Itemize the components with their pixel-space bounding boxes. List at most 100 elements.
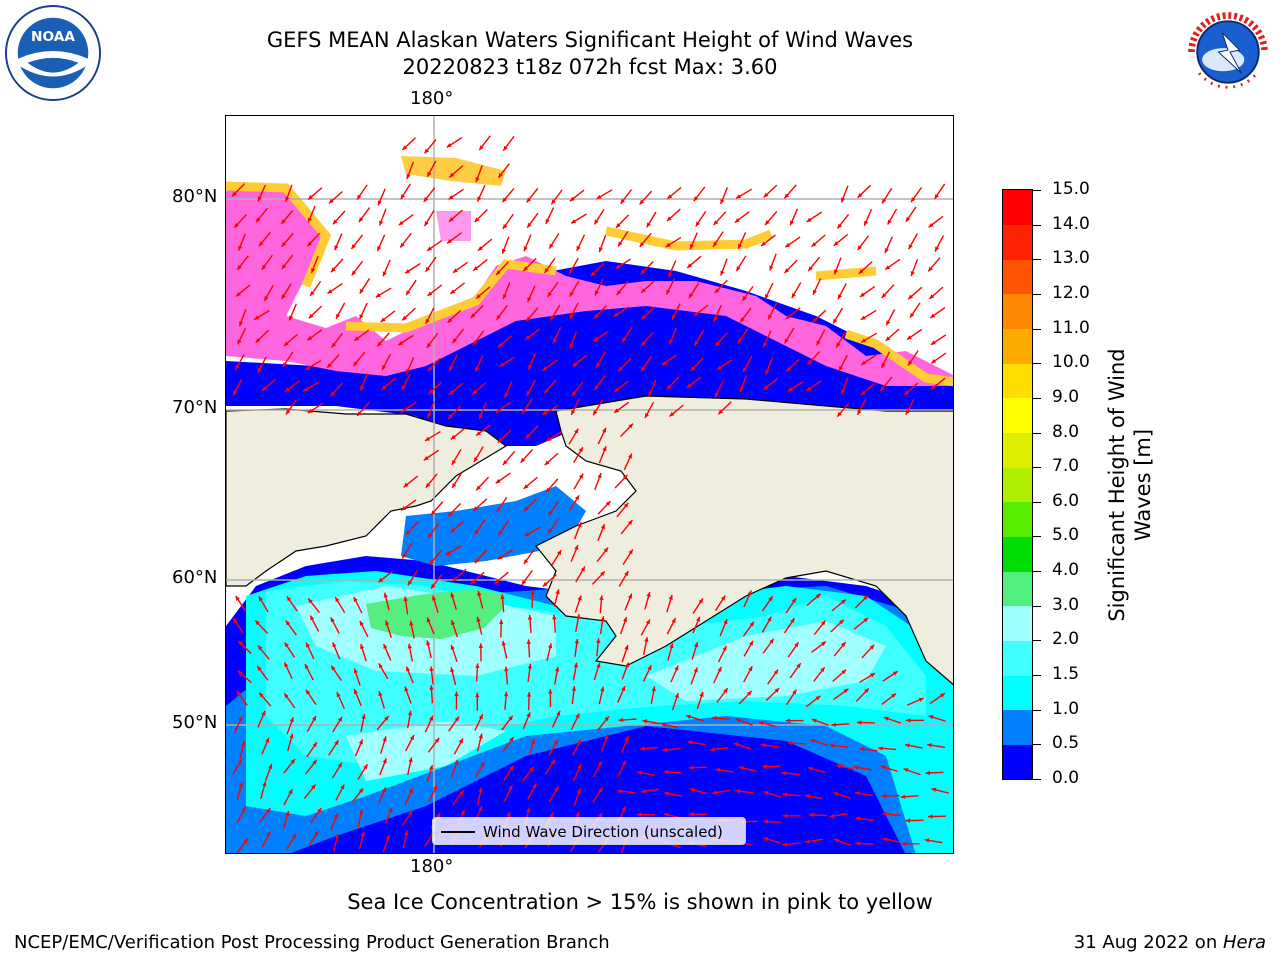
wave-direction-arrowhead: [337, 716, 343, 722]
wave-direction-arrowhead: [645, 619, 650, 625]
wave-direction-arrowhead: [574, 495, 580, 501]
wave-direction-arrowhead: [496, 507, 501, 513]
wave-direction-arrowhead: [905, 216, 911, 222]
wave-direction-arrowhead: [733, 742, 739, 747]
wave-direction-arrowhead: [628, 549, 633, 555]
wave-direction-arrowhead: [651, 686, 656, 692]
wave-direction-arrowhead: [526, 712, 531, 718]
wave-direction-arrowhead: [241, 806, 246, 812]
wave-direction-arrowhead: [864, 220, 869, 226]
wave-direction-arrowhead: [887, 219, 892, 225]
colorbar-tick-mark: [1033, 259, 1041, 261]
wave-direction-arrowhead: [573, 662, 579, 668]
wave-direction-arrowhead: [687, 740, 693, 745]
wave-direction-arrowhead: [859, 292, 865, 297]
colorbar-tick-mark: [1033, 432, 1041, 434]
wave-direction-arrowhead: [549, 812, 554, 818]
legend-label: Wind Wave Direction (unscaled): [483, 823, 723, 841]
wave-direction-arrowhead: [624, 645, 629, 650]
wave-direction-arrowhead: [452, 268, 458, 273]
wave-direction-arrowhead: [401, 407, 407, 413]
wave-direction-arrowhead: [478, 414, 483, 420]
wave-direction-arrowhead: [470, 313, 476, 319]
wave-direction-arrowhead: [542, 410, 548, 415]
wave-direction-arrowhead: [617, 789, 622, 794]
wave-direction-arrowhead: [380, 317, 386, 322]
land-siberia: [226, 408, 508, 587]
wave-direction-arrowhead: [689, 787, 695, 793]
wave-direction-arrowhead: [646, 592, 651, 597]
wave-direction-arrowhead: [642, 719, 648, 724]
wave-direction-arrowhead: [884, 248, 889, 254]
wave-direction-arrowhead: [555, 589, 560, 595]
wave-direction-arrowhead: [383, 592, 388, 598]
wave-direction-arrowhead: [613, 387, 619, 393]
wave-direction-arrowhead: [328, 198, 334, 204]
wave-direction-arrowhead: [426, 246, 432, 251]
wave-direction-arrowhead: [668, 594, 673, 600]
wave-direction-arrowhead: [712, 715, 717, 721]
wave-direction-arrowhead: [526, 390, 531, 396]
wave-direction-arrowhead: [839, 366, 844, 372]
wave-direction-arrowhead: [258, 241, 264, 247]
wave-direction-arrowhead: [509, 765, 514, 771]
lat-label-50n: 50°N: [172, 712, 218, 733]
wave-direction-arrowhead: [807, 766, 813, 771]
wave-direction-arrowhead: [525, 335, 531, 340]
wave-direction-arrowhead: [285, 387, 290, 392]
wave-direction-arrowhead: [478, 246, 483, 251]
wave-direction-arrowhead: [807, 359, 813, 365]
wave-direction-arrowhead: [548, 689, 553, 694]
wave-direction-arrowhead: [931, 385, 936, 390]
wave-direction-arrowhead: [810, 738, 816, 744]
wave-direction-arrowhead: [787, 386, 793, 392]
wave-direction-arrowhead: [804, 794, 810, 799]
lat-label-70n: 70°N: [172, 397, 218, 418]
colorbar-tick-label: 2.0: [1052, 629, 1080, 650]
wave-direction-arrowhead: [647, 665, 652, 671]
wave-direction-arrowhead: [447, 318, 453, 323]
wave-direction-arrowhead: [257, 645, 263, 651]
wave-direction-arrowhead: [640, 269, 646, 275]
wave-direction-arrowhead: [237, 670, 243, 676]
wave-direction-arrowhead: [332, 642, 337, 648]
wave-direction-arrowhead: [473, 457, 479, 463]
wave-direction-arrowhead: [781, 770, 787, 776]
sea-ice-edge-yellow: [226, 181, 953, 387]
chart-title: GEFS MEAN Alaskan Waters Significant Hei…: [266, 28, 914, 52]
wave-direction-arrowhead: [476, 431, 482, 436]
wave-direction-arrowhead: [885, 265, 891, 270]
wave-direction-arrowhead: [400, 194, 405, 200]
wave-direction-arrowhead: [454, 716, 460, 722]
wave-direction-arrowhead: [597, 813, 603, 818]
wave-direction-arrowhead: [495, 408, 501, 413]
wave-direction-arrowhead: [715, 767, 721, 773]
wave-direction-arrowhead: [571, 686, 577, 691]
wave-direction-arrowhead: [815, 695, 821, 701]
colorbar-segment: [1003, 536, 1032, 572]
wave-direction-arrowhead: [910, 197, 916, 203]
wave-direction-arrowhead: [311, 267, 316, 273]
wave-direction-arrowhead: [604, 716, 609, 722]
wave-direction-arrowhead: [794, 642, 799, 648]
wave-direction-arrowhead: [312, 759, 317, 765]
wave-direction-arrowhead: [908, 360, 913, 366]
wave-direction-arrowhead: [544, 388, 549, 394]
wave-direction-arrowhead: [406, 368, 411, 374]
wave-direction-arrowhead: [906, 335, 912, 340]
wave-direction-arrowhead: [499, 362, 505, 367]
map-legend: Wind Wave Direction (unscaled): [432, 817, 746, 845]
wave-direction-arrowhead: [475, 692, 480, 698]
wave-direction-arrowhead: [525, 433, 531, 439]
wave-direction-arrowhead: [900, 794, 906, 799]
wave-direction-arrowhead: [569, 268, 574, 274]
wave-direction-arrowhead: [925, 770, 931, 776]
wave-direction-arrowhead: [855, 841, 861, 846]
wave-direction-arrowhead: [575, 811, 580, 817]
wave-direction-arrowhead: [886, 320, 891, 326]
colorbar-tick-label: 9.0: [1052, 386, 1080, 407]
wave-direction-arrowhead: [284, 693, 289, 699]
wave-direction-arrowhead: [664, 812, 670, 818]
wave-direction-arrowhead: [593, 336, 599, 342]
wave-direction-arrowhead: [743, 367, 748, 372]
